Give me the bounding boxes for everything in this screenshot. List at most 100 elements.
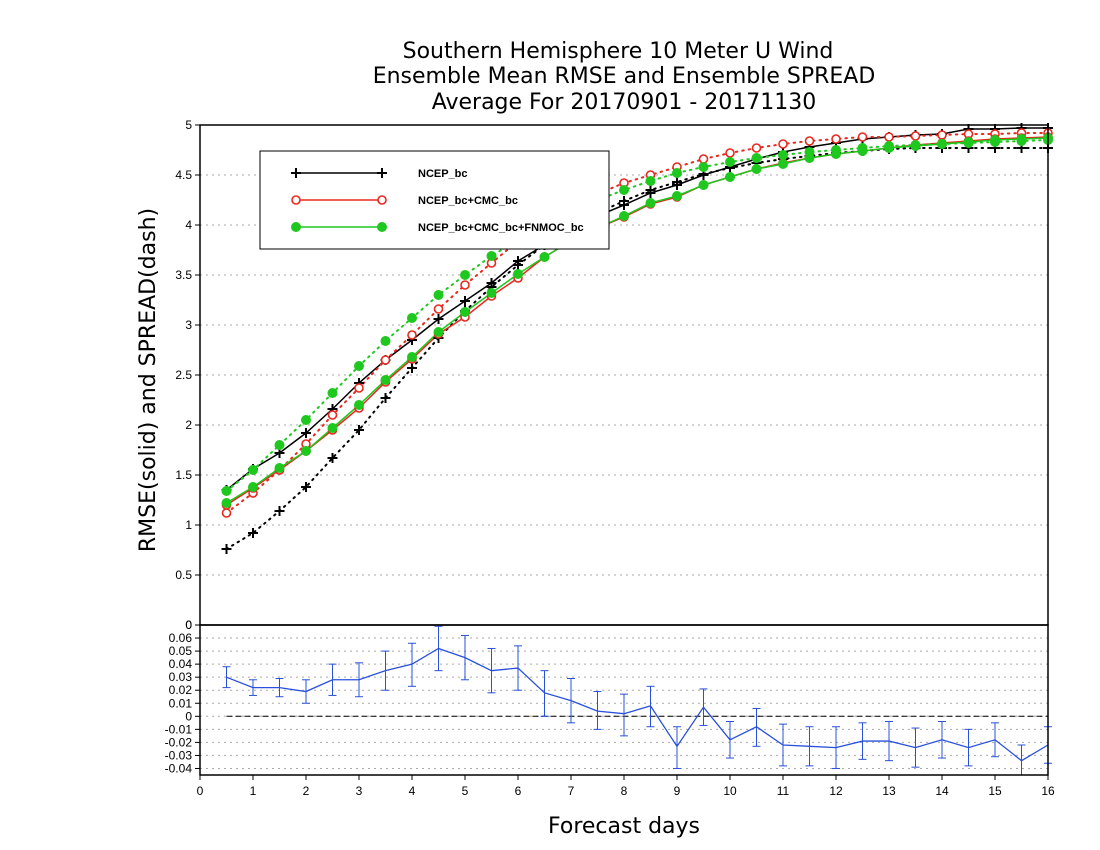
legend-marker (291, 222, 301, 232)
rmse-point (672, 180, 682, 190)
y-tick-label: -0.02 (165, 735, 193, 749)
rmse-point (301, 446, 311, 456)
rmse-point (990, 135, 1000, 145)
rmse-point (274, 463, 285, 473)
rmse-point (778, 159, 788, 169)
title-line-2: Ensemble Mean RMSE and Ensemble SPREAD (373, 64, 876, 89)
rmse-point (645, 198, 656, 208)
spread-point (221, 508, 232, 518)
legend-label: NCEP_bc+CMC_bc (418, 195, 518, 207)
rmse-point (910, 141, 921, 151)
x-tick-label: 16 (1041, 784, 1055, 798)
rmse-point (433, 327, 444, 337)
spread-point (301, 415, 311, 425)
x-axis-label: Forecast days (548, 814, 700, 839)
y-tick-label: 4 (185, 218, 192, 232)
x-tick-label: 11 (777, 784, 790, 798)
spread-point (725, 157, 735, 167)
rmse-point (407, 352, 417, 362)
legend-marker (291, 195, 301, 205)
spread-point (831, 134, 841, 144)
x-tick-label: 14 (935, 784, 949, 798)
x-tick-label: 10 (723, 784, 737, 798)
spread-point (433, 304, 444, 314)
spread-point (619, 185, 629, 195)
spread-point (274, 440, 285, 450)
rmse-point (380, 375, 391, 385)
spread-point (248, 465, 258, 475)
spread-point (698, 162, 709, 172)
legend-label: NCEP_bc (418, 168, 468, 180)
spread-point (857, 132, 868, 142)
rmse-point (725, 172, 735, 182)
rmse-point (645, 188, 656, 198)
x-tick-label: 13 (882, 784, 896, 798)
rmse-point (619, 200, 629, 210)
rmse-point (513, 269, 523, 279)
y-tick-label: 1.5 (175, 468, 192, 482)
x-tick-label: 3 (356, 784, 363, 798)
spread-point (221, 544, 232, 554)
spread-point (380, 393, 391, 403)
spread-point (672, 168, 682, 178)
rmse-point (672, 191, 682, 201)
y-tick-label: 0.5 (175, 568, 192, 582)
y-tick-label: 4.5 (175, 168, 192, 182)
spread-point (645, 176, 656, 186)
y-tick-label: 0.04 (169, 657, 193, 671)
x-tick-label: 6 (515, 784, 522, 798)
x-tick-label: 7 (568, 784, 575, 798)
rmse-point (301, 428, 311, 438)
x-axis-ticks: 0 1 2 3 4 5 6 7 8 9 10 11 12 13 14 15 16 (197, 775, 1055, 798)
lower-gridlines (200, 637, 1048, 769)
spread-point (751, 143, 762, 153)
x-tick-label: 5 (462, 784, 469, 798)
rmse-point (539, 252, 550, 262)
y-tick-label: 0 (185, 618, 192, 632)
y-tick-label: -0.04 (165, 761, 193, 775)
rmse-point (460, 296, 470, 306)
spread-point (778, 150, 788, 160)
x-tick-label: 15 (988, 784, 1002, 798)
y-tick-label: 0.06 (169, 631, 193, 645)
rmse-point (619, 211, 629, 221)
spread-point (380, 355, 391, 365)
legend-marker (377, 168, 387, 178)
spread-point (407, 330, 417, 340)
spread-point (937, 130, 947, 140)
legend-marker (377, 195, 387, 205)
rmse-point (884, 143, 894, 153)
y-tick-label: 0.03 (169, 670, 193, 684)
spread-point (380, 336, 391, 346)
legend-marker (291, 168, 301, 178)
y-tick-label: 0 (185, 709, 192, 723)
spread-point (910, 131, 921, 141)
rmse-point (513, 256, 523, 266)
spread-point (274, 506, 285, 516)
legend-marker (377, 222, 387, 232)
rmse-point (804, 153, 815, 163)
spread-point (884, 132, 894, 142)
spread-point (460, 280, 470, 290)
spread-point (725, 148, 735, 158)
spread-point (751, 153, 762, 163)
chart-title: Southern Hemisphere 10 Meter U Wind Ense… (373, 39, 876, 115)
y-tick-label: 0.05 (169, 644, 193, 658)
spread-point (460, 270, 470, 280)
rmse-point (751, 164, 762, 174)
spread-point (354, 361, 364, 371)
y-tick-label: 3 (185, 318, 192, 332)
legend: NCEP_bc NCEP_bc+CMC_bc NCEP_bc+CMC_bc+FNMO… (259, 150, 610, 250)
rmse-point (486, 278, 497, 288)
x-tick-label: 0 (197, 784, 204, 798)
x-tick-label: 1 (250, 784, 257, 798)
spread-point (221, 486, 232, 496)
lower-series (222, 625, 1052, 776)
rmse-point (963, 137, 974, 147)
y-tick-label: 3.5 (175, 268, 192, 282)
rmse-point (221, 498, 232, 508)
rmse-point (1016, 134, 1027, 144)
x-tick-label: 8 (621, 784, 628, 798)
spread-point (486, 251, 497, 261)
